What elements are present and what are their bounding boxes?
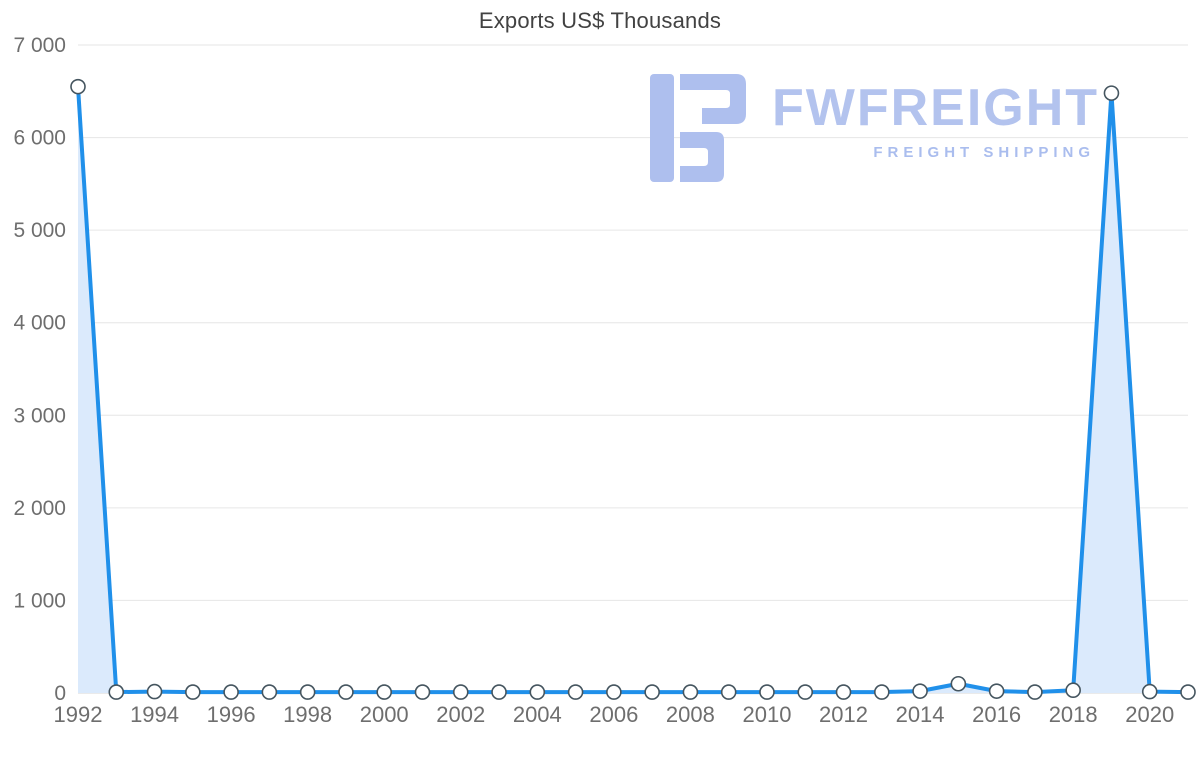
x-tick-label: 2002 [436, 702, 485, 727]
x-tick-label: 2008 [666, 702, 715, 727]
series-line [76, 84, 1190, 695]
data-point[interactable] [797, 684, 814, 700]
data-point[interactable] [261, 684, 278, 700]
x-tick-label: 2004 [513, 702, 562, 727]
y-tick-label: 4 000 [13, 312, 66, 335]
gridlines [78, 44, 1188, 694]
data-point[interactable] [185, 684, 201, 700]
data-point[interactable] [759, 684, 775, 700]
data-point[interactable] [491, 684, 507, 700]
x-tick-label: 2016 [972, 702, 1021, 727]
data-point[interactable] [70, 78, 86, 95]
data-point[interactable] [567, 684, 584, 700]
x-tick-label: 1996 [207, 702, 256, 727]
x-tick-label: 2000 [360, 702, 409, 727]
y-tick-label: 7 000 [13, 34, 66, 57]
data-point[interactable] [1027, 684, 1043, 700]
data-point[interactable] [1141, 683, 1158, 700]
x-tick-label: 2018 [1049, 702, 1098, 727]
data-point[interactable] [108, 684, 125, 700]
data-point[interactable] [720, 684, 737, 700]
data-point[interactable] [529, 684, 546, 700]
data-point[interactable] [606, 684, 622, 700]
data-point[interactable] [835, 684, 852, 700]
data-point[interactable] [338, 684, 354, 700]
data-point[interactable] [950, 675, 967, 692]
data-point[interactable] [988, 683, 1005, 699]
data-point[interactable] [1180, 684, 1196, 700]
data-point[interactable] [873, 684, 890, 700]
area-fill [78, 86, 1188, 693]
data-point[interactable] [376, 684, 393, 700]
data-point[interactable] [146, 683, 163, 700]
data-point[interactable] [223, 684, 239, 700]
data-point[interactable] [414, 684, 431, 700]
x-tick-label: 1998 [283, 702, 332, 727]
x-tick-label: 2020 [1125, 702, 1174, 727]
chart-title: Exports US$ Thousands [478, 8, 722, 33]
data-point[interactable] [644, 684, 660, 700]
y-tick-label: 1 000 [13, 589, 66, 612]
data-point[interactable] [912, 683, 928, 699]
x-tick-label: 2012 [819, 702, 868, 727]
x-tick-label: 1994 [130, 702, 179, 727]
y-tick-label: 5 000 [13, 219, 66, 242]
data-point[interactable] [1103, 85, 1120, 101]
y-tick-label: 3 000 [13, 404, 66, 427]
y-tick-label: 6 000 [13, 127, 66, 150]
y-tick-label: 2 000 [13, 497, 66, 520]
data-point[interactable] [1065, 682, 1081, 699]
y-tick-label: 0 [54, 682, 66, 705]
data-point[interactable] [682, 684, 699, 700]
data-point[interactable] [299, 684, 316, 700]
x-tick-label: 1992 [54, 702, 103, 727]
x-tick-label: 2010 [742, 702, 791, 727]
data-point[interactable] [452, 684, 469, 700]
x-tick-label: 2014 [896, 702, 945, 727]
x-tick-label: 2006 [589, 702, 638, 727]
